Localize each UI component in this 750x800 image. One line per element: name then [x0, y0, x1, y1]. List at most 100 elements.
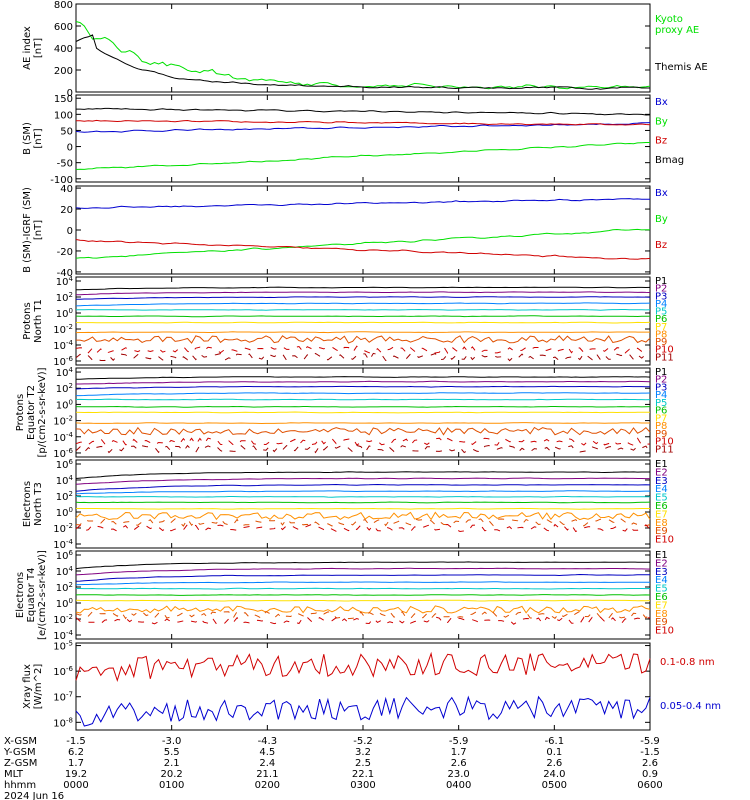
y-tick-label: 10-4	[53, 339, 73, 352]
orbit-value: 2.6	[642, 758, 658, 769]
y-tick-label: 106	[56, 458, 74, 471]
orbit-value: 2.5	[355, 758, 371, 769]
legend-entry: E6	[655, 501, 668, 512]
legend-entry: P11	[655, 352, 674, 363]
panel-2: -100 -50 0 50 100 150 B (SM) [nT] Bx By Bz Bmag	[22, 94, 684, 186]
series-line-e8	[75, 605, 651, 614]
series-line-by	[75, 142, 650, 170]
y-tick-label: 102	[56, 490, 73, 503]
legend-entry: E8	[655, 609, 668, 620]
legend-entry: P3	[655, 382, 667, 393]
series-line-e7	[76, 507, 650, 510]
legend-entry: 0.1-0.8 nm	[660, 657, 715, 668]
orbit-value: 0400	[446, 780, 471, 791]
legend-entry: Bx	[655, 188, 668, 199]
series-line-e5	[75, 496, 650, 498]
orbit-value: 24.0	[543, 769, 565, 780]
y-tick-label: 10-4	[53, 629, 73, 642]
panel-8: 10-5 10-6 10-7 10-8 Xray flux [W/m^2] 0.1-0.8 …	[22, 640, 721, 731]
orbit-value: 23.0	[448, 769, 470, 780]
series-line-by	[75, 228, 650, 259]
orbit-value: 0300	[350, 780, 375, 791]
plot-frame	[75, 3, 651, 93]
panel-7: 106 104 102 100 10-2 10-4 Electrons Equator T4[…	[15, 549, 674, 642]
legend-entry: E9	[655, 526, 668, 537]
y-axis-label: Electrons	[15, 572, 26, 618]
orbit-value: 0.9	[642, 769, 658, 780]
series-line-e7	[75, 599, 651, 602]
series-line-e4	[75, 490, 650, 495]
legend-entry: Themis AE	[654, 62, 708, 73]
legend-entry: P11	[655, 444, 674, 455]
y-tick-label: 0	[67, 88, 73, 99]
legend-entry: E1	[655, 459, 668, 470]
legend-entry: E2	[655, 558, 668, 569]
orbit-row-label: X-GSM	[4, 736, 37, 747]
y-tick-label: 0	[67, 226, 73, 237]
y-tick-label: 10-2	[53, 323, 73, 336]
y-tick-label: 100	[56, 597, 73, 610]
legend-entry: Bx	[655, 97, 668, 108]
orbit-value: -1.5	[640, 747, 660, 758]
y-tick-label: 20	[60, 205, 73, 216]
series-line-p9	[76, 335, 651, 344]
series-line-e10	[75, 616, 651, 625]
orbit-value: 4.5	[259, 747, 275, 758]
y-axis-label: [nT]	[33, 38, 44, 58]
orbit-value: 22.1	[352, 769, 374, 780]
series-line-p3	[76, 296, 651, 300]
series-line-p5	[75, 308, 651, 311]
y-axis-label: [W/m^2]	[33, 664, 44, 710]
legend-entry: P4	[655, 299, 667, 310]
y-tick-label: 10-5	[53, 640, 73, 653]
orbit-value: 0.1	[546, 747, 562, 758]
legend-entry: E5	[655, 493, 668, 504]
orbit-row-label: hhmm	[4, 780, 36, 791]
series-line-p10	[75, 437, 651, 446]
legend-entry: E7	[655, 600, 668, 611]
y-tick-label: 104	[56, 474, 74, 487]
legend-entry: P8	[655, 421, 667, 432]
orbit-value: -1.5	[66, 736, 86, 747]
legend-entry: P3	[655, 291, 667, 302]
legend-entry: E10	[655, 626, 674, 637]
y-axis-label: Xray flux	[22, 664, 33, 709]
legend-entry: P9	[655, 337, 667, 348]
y-tick-label: 10-4	[53, 538, 73, 551]
series-line-0-1-0-8-nm	[75, 651, 651, 683]
legend-entry: E1	[655, 550, 668, 561]
series-line-e6	[75, 594, 651, 596]
series-line-p4	[76, 392, 651, 397]
series-line-p11	[75, 444, 651, 454]
orbit-row-label: MLT	[4, 769, 24, 780]
orbit-value: 6.2	[68, 747, 84, 758]
y-axis-label: North T3	[33, 482, 44, 526]
panel-5: 104 102 100 10-2 10-4 10-6 Protons Equator T2 [p…	[15, 366, 674, 460]
y-axis-label: North T1	[33, 299, 44, 343]
series-line-e2	[75, 567, 651, 576]
y-axis-label: B (SM)-IGRF (SM)	[22, 187, 33, 273]
series-line-themis-ae	[75, 34, 650, 90]
y-tick-label: -40	[57, 268, 73, 279]
series-line-p1	[76, 376, 651, 380]
orbit-value: 19.2	[65, 769, 87, 780]
legend-entry: P7	[655, 322, 667, 333]
y-tick-label: -50	[57, 159, 73, 170]
plot-frame	[75, 459, 651, 549]
legend-entry: By	[655, 116, 668, 127]
legend-entry: E9	[655, 617, 668, 628]
series-line-p8	[75, 422, 650, 425]
series-line-p11	[75, 352, 651, 362]
legend-entry: E3	[655, 567, 668, 578]
series-line-e1	[75, 561, 651, 570]
orbit-value: 2.4	[259, 758, 275, 769]
orbit-row-label: Y-GSM	[3, 747, 36, 758]
series-line-p6	[75, 405, 651, 408]
y-axis-label: Protons	[15, 394, 26, 431]
series-line-e3	[75, 573, 650, 582]
series-line-p2	[75, 291, 651, 296]
orbit-value: 0000	[63, 780, 88, 791]
y-tick-label: 10-6	[53, 355, 73, 368]
y-tick-label: 10-2	[53, 613, 73, 626]
